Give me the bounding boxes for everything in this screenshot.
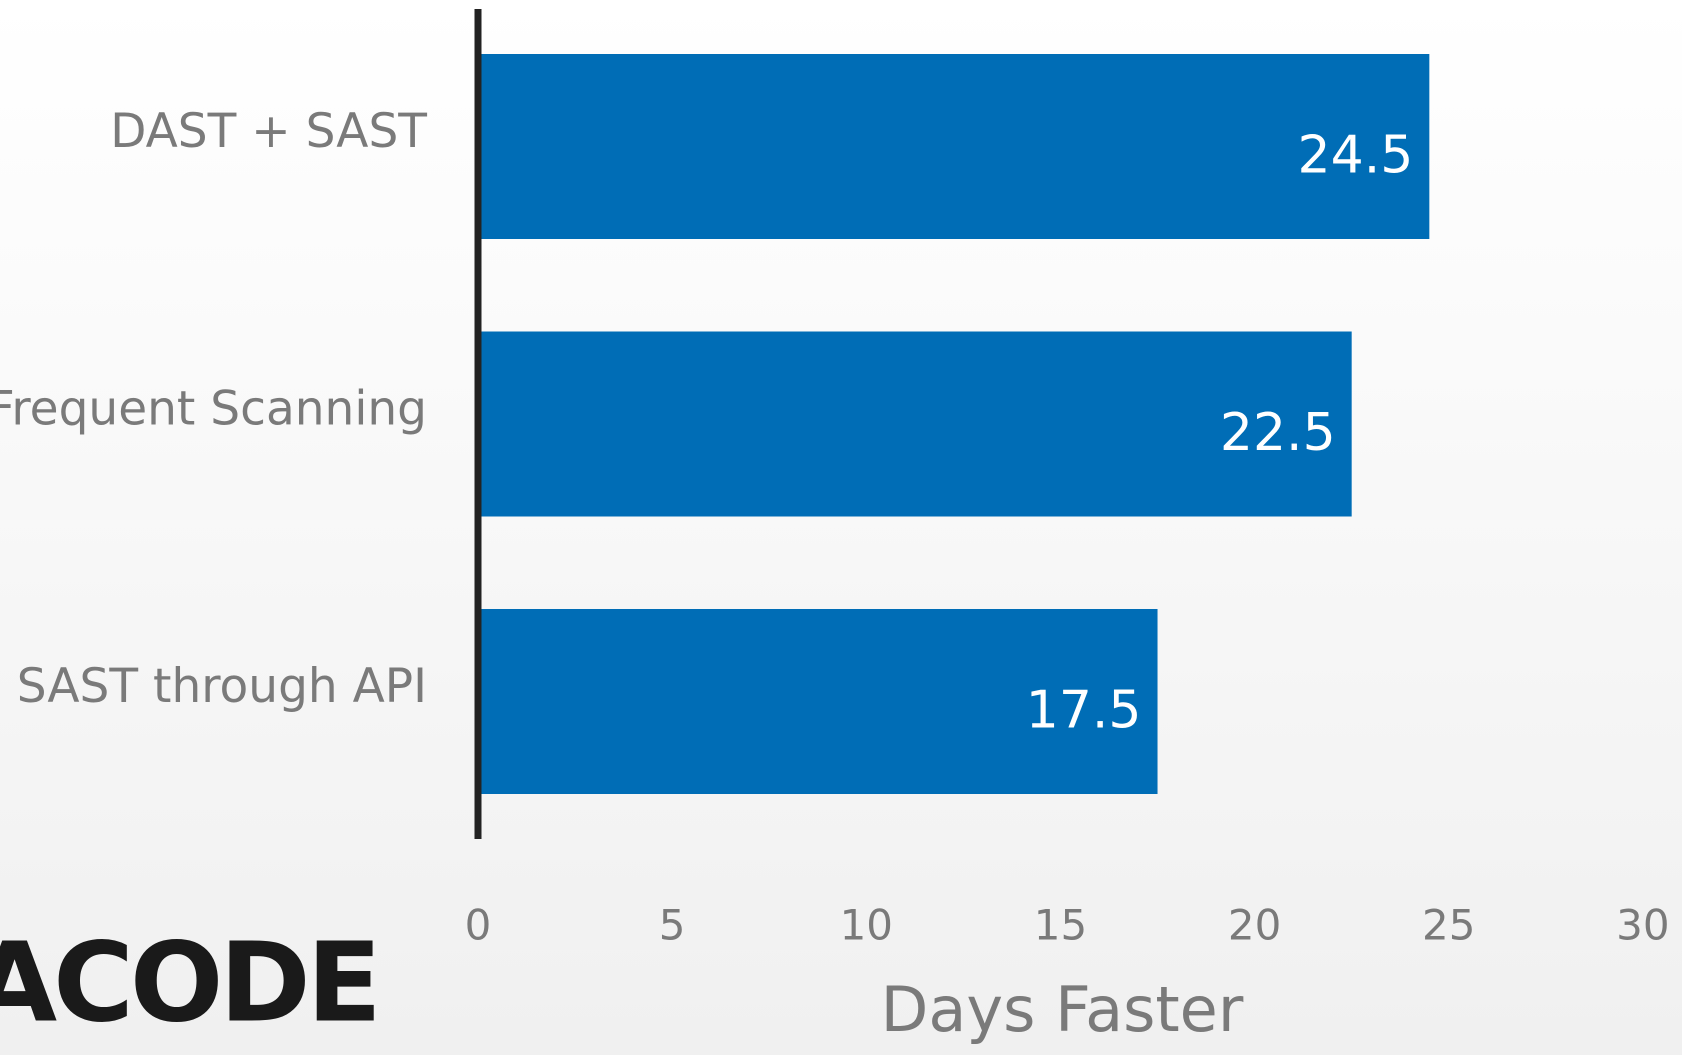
- bar: [478, 54, 1430, 239]
- bar: [478, 609, 1158, 794]
- x-tick-label: 10: [840, 901, 893, 950]
- x-tick-label: 5: [659, 901, 686, 950]
- bar: [478, 331, 1352, 517]
- y-tick-label: SAST through API: [17, 659, 427, 714]
- y-tick-label: DAST + SAST: [110, 104, 427, 159]
- x-tick-label: 20: [1228, 901, 1281, 950]
- x-tick-label: 25: [1422, 901, 1475, 950]
- value-label: 22.5: [1220, 403, 1336, 463]
- x-tick-label: 15: [1034, 901, 1087, 950]
- x-axis-label: Days Faster: [881, 973, 1244, 1046]
- x-tick-label: 30: [1616, 901, 1669, 950]
- value-label: 24.5: [1298, 126, 1414, 186]
- y-tick-label: Frequent Scanning: [0, 382, 427, 437]
- value-label: 17.5: [1026, 681, 1142, 741]
- x-tick-label: 0: [465, 901, 492, 950]
- logo: ACODE: [0, 918, 378, 1046]
